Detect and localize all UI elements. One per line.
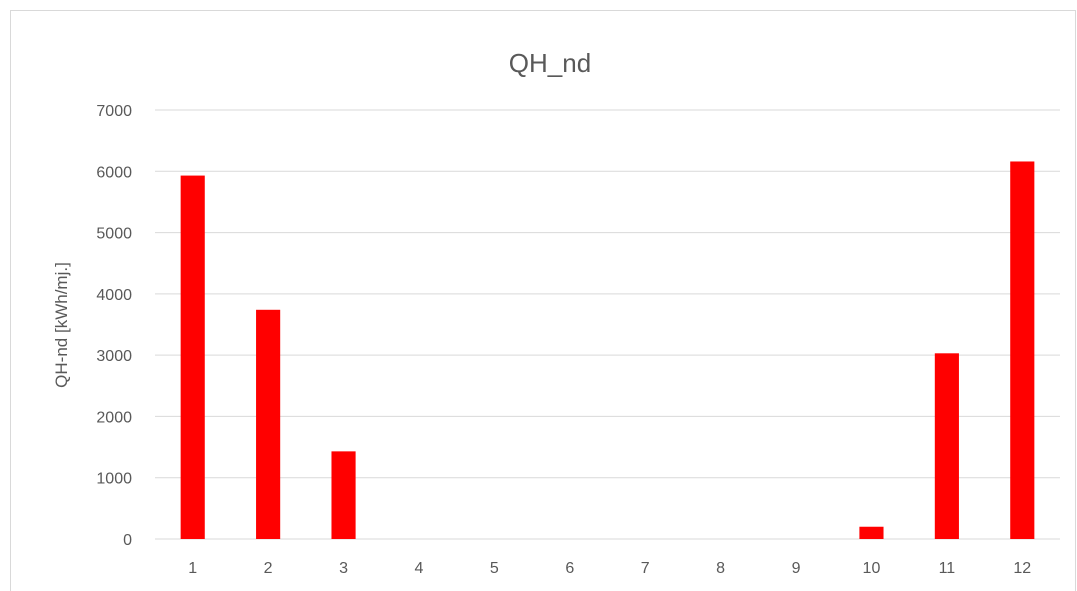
bar (934, 353, 959, 539)
x-tick-label: 12 (1013, 560, 1031, 577)
x-tick-label: 11 (939, 560, 956, 577)
y-axis-ticks: 0 1000 2000 3000 4000 5000 6000 7000 (96, 103, 132, 549)
y-tick-label: 7000 (96, 103, 132, 120)
bar (180, 175, 205, 539)
x-tick-label: 9 (792, 560, 801, 577)
y-axis-label: QH-nd [kWh/mj.] (52, 262, 71, 388)
x-tick-label: 7 (641, 560, 650, 577)
gridlines (155, 109, 1060, 540)
bar (256, 309, 281, 539)
x-tick-label: 10 (863, 560, 881, 577)
x-tick-label: 8 (716, 560, 725, 577)
y-tick-label: 3000 (96, 348, 132, 365)
y-tick-label: 0 (123, 532, 132, 549)
chart-title: QH_nd (509, 48, 591, 78)
x-tick-label: 6 (565, 560, 574, 577)
bar (331, 451, 356, 539)
bars (180, 161, 1035, 540)
x-tick-label: 1 (188, 560, 197, 577)
x-tick-label: 2 (264, 560, 273, 577)
y-tick-label: 1000 (96, 471, 132, 488)
y-tick-label: 2000 (96, 409, 132, 426)
x-tick-label: 3 (339, 560, 348, 577)
x-tick-label: 4 (415, 560, 424, 577)
bar (859, 526, 884, 539)
y-tick-label: 4000 (96, 287, 132, 304)
bar (1010, 161, 1035, 540)
x-tick-label: 5 (490, 560, 499, 577)
y-tick-label: 5000 (96, 226, 132, 243)
y-tick-label: 6000 (96, 164, 132, 181)
x-axis-ticks: 1 2 3 4 5 6 7 8 9 10 11 12 (188, 560, 1031, 577)
